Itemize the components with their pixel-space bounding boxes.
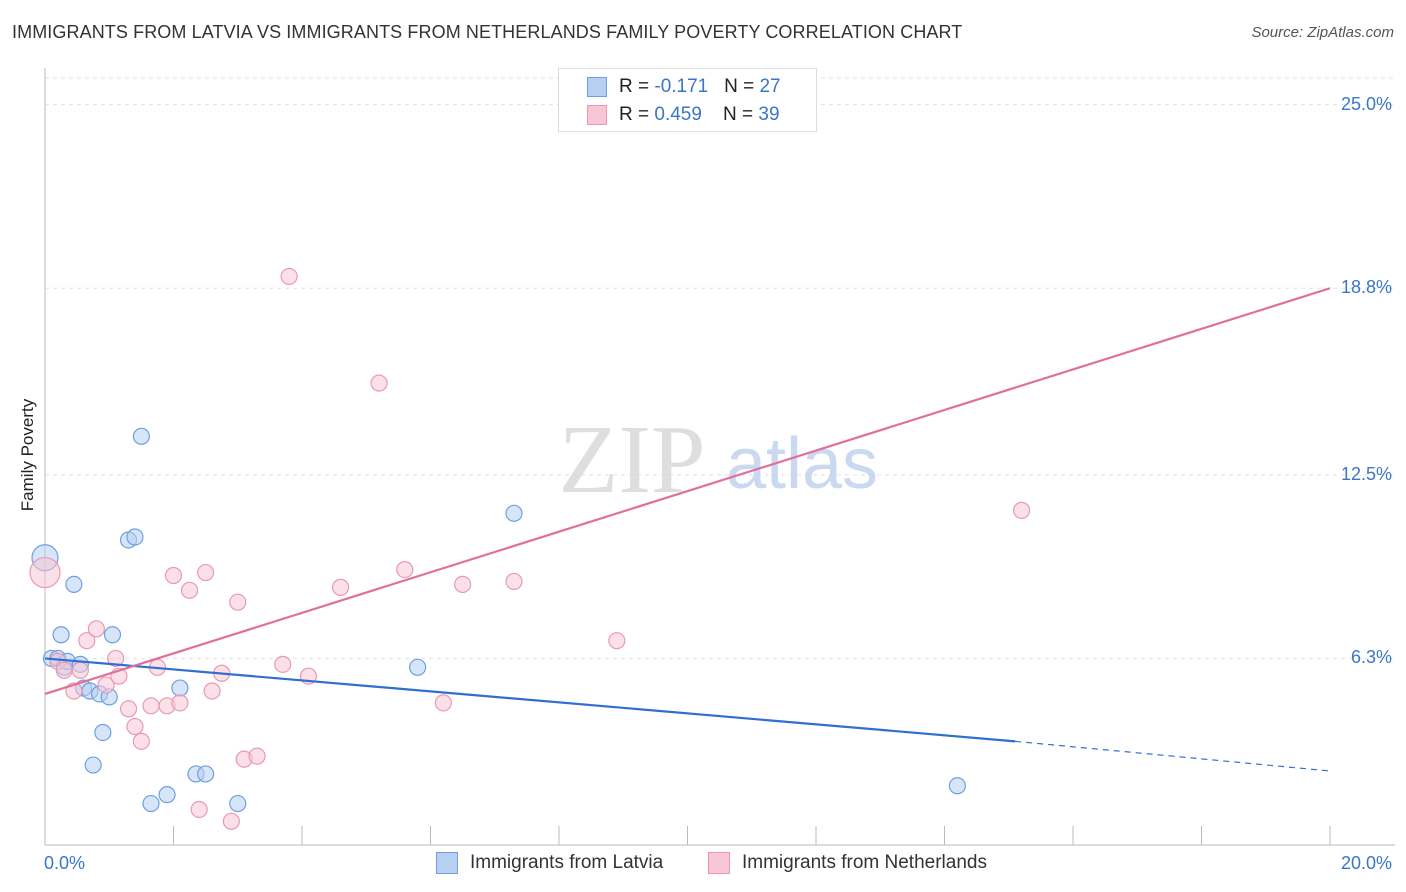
y-tick-label: 25.0% [1340, 93, 1392, 114]
point-latvia [65, 575, 83, 593]
point-netherlands [331, 578, 350, 596]
y-tick-label: 6.3% [1350, 647, 1392, 668]
bottom-legend-latvia: Immigrants from Latvia [436, 852, 663, 874]
point-netherlands [171, 694, 189, 712]
legend-r-netherlands: 0.459 [654, 104, 702, 125]
x-tick-max: 20.0% [1340, 853, 1392, 873]
point-netherlands [222, 812, 240, 830]
point-latvia [158, 786, 176, 804]
point-latvia [229, 794, 247, 813]
point-netherlands [87, 620, 106, 638]
point-latvia [132, 427, 150, 445]
point-latvia [126, 528, 144, 546]
point-latvia [52, 626, 70, 644]
point-netherlands [119, 700, 138, 718]
point-netherlands [29, 556, 61, 589]
point-netherlands [274, 655, 292, 673]
point-latvia [171, 679, 189, 697]
trend-line-latvia [44, 657, 1016, 743]
point-latvia [103, 626, 122, 644]
point-latvia [197, 765, 215, 783]
point-netherlands [78, 632, 96, 650]
gridlines [45, 77, 1395, 659]
point-netherlands [505, 572, 523, 591]
x-tick-min: 0.0% [44, 853, 86, 873]
point-netherlands [197, 563, 215, 582]
bottom-legend-swatch-latvia [436, 852, 458, 874]
point-netherlands [434, 694, 452, 712]
point-netherlands [132, 732, 150, 750]
point-latvia [948, 777, 966, 795]
point-netherlands [203, 682, 221, 700]
point-netherlands [396, 560, 414, 579]
legend-stats-latvia: R = -0.171 N = 27 [619, 76, 781, 97]
point-netherlands [71, 661, 89, 679]
point-netherlands [97, 676, 115, 694]
legend-stats-netherlands: R = 0.459 N = 39 [619, 104, 780, 125]
trend-line-latvia-extension [1015, 740, 1331, 772]
point-latvia [409, 658, 427, 676]
legend-r-latvia: -0.171 [654, 76, 709, 97]
point-netherlands [180, 581, 199, 599]
point-netherlands [164, 566, 183, 585]
point-netherlands [107, 649, 125, 668]
point-netherlands [280, 267, 298, 286]
point-netherlands [1012, 501, 1031, 519]
watermark-atlas: atlas [726, 424, 878, 504]
point-netherlands [608, 632, 626, 650]
y-tick-label: 18.8% [1340, 277, 1392, 298]
point-netherlands [190, 800, 208, 819]
point-netherlands [454, 575, 472, 593]
point-netherlands [142, 697, 160, 715]
axes [44, 68, 1395, 846]
chart-title: IMMIGRANTS FROM LATVIA VS IMMIGRANTS FRO… [12, 22, 963, 42]
data-points [29, 96, 1031, 830]
point-netherlands [126, 717, 144, 736]
point-latvia [84, 756, 102, 774]
y-axis-label: Family Poverty [18, 398, 37, 512]
point-netherlands [55, 661, 73, 679]
point-latvia [505, 504, 523, 522]
watermark-zip: ZIP [559, 406, 706, 514]
trend-line-netherlands [44, 287, 1331, 696]
trend-lines [44, 287, 1331, 772]
bottom-legend-label-latvia: Immigrants from Latvia [470, 852, 664, 873]
point-latvia [94, 723, 112, 742]
point-netherlands [370, 374, 388, 392]
legend-swatch-latvia [587, 77, 607, 97]
point-latvia [142, 794, 160, 813]
bottom-legend-netherlands: Immigrants from Netherlands [708, 852, 987, 874]
stats-legend: R = -0.171 N = 27 R = 0.459 N = 39 [558, 68, 817, 132]
watermark: ZIP atlas [559, 406, 879, 514]
point-netherlands [248, 747, 266, 765]
bottom-legend-swatch-netherlands [708, 852, 730, 874]
source-label: Source: ZipAtlas.com [1251, 24, 1394, 41]
point-netherlands [229, 593, 247, 611]
y-tick-label: 12.5% [1340, 463, 1392, 484]
legend-n-latvia: 27 [759, 76, 781, 97]
bottom-legend-label-netherlands: Immigrants from Netherlands [742, 852, 987, 873]
legend-swatch-netherlands [587, 105, 607, 125]
legend-n-netherlands: 39 [758, 104, 780, 125]
